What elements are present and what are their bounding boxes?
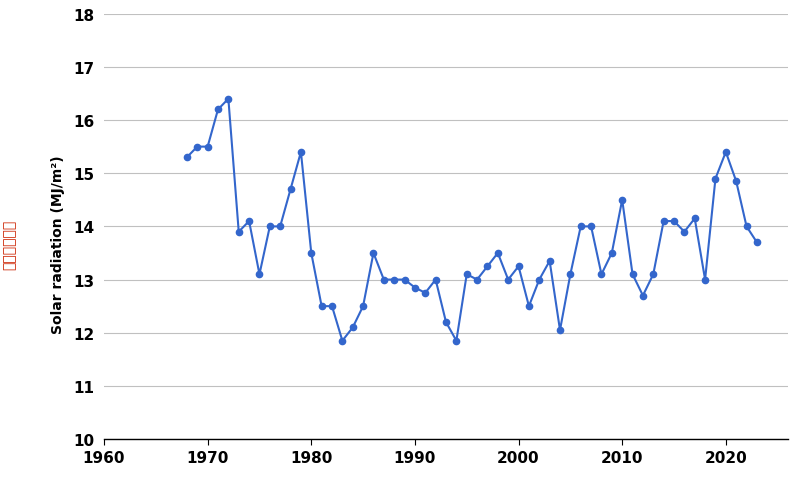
Text: Solar radiation (MJ/m²): Solar radiation (MJ/m²): [50, 155, 65, 333]
Text: 太陽總輺射量: 太陽總輺射量: [2, 219, 17, 269]
